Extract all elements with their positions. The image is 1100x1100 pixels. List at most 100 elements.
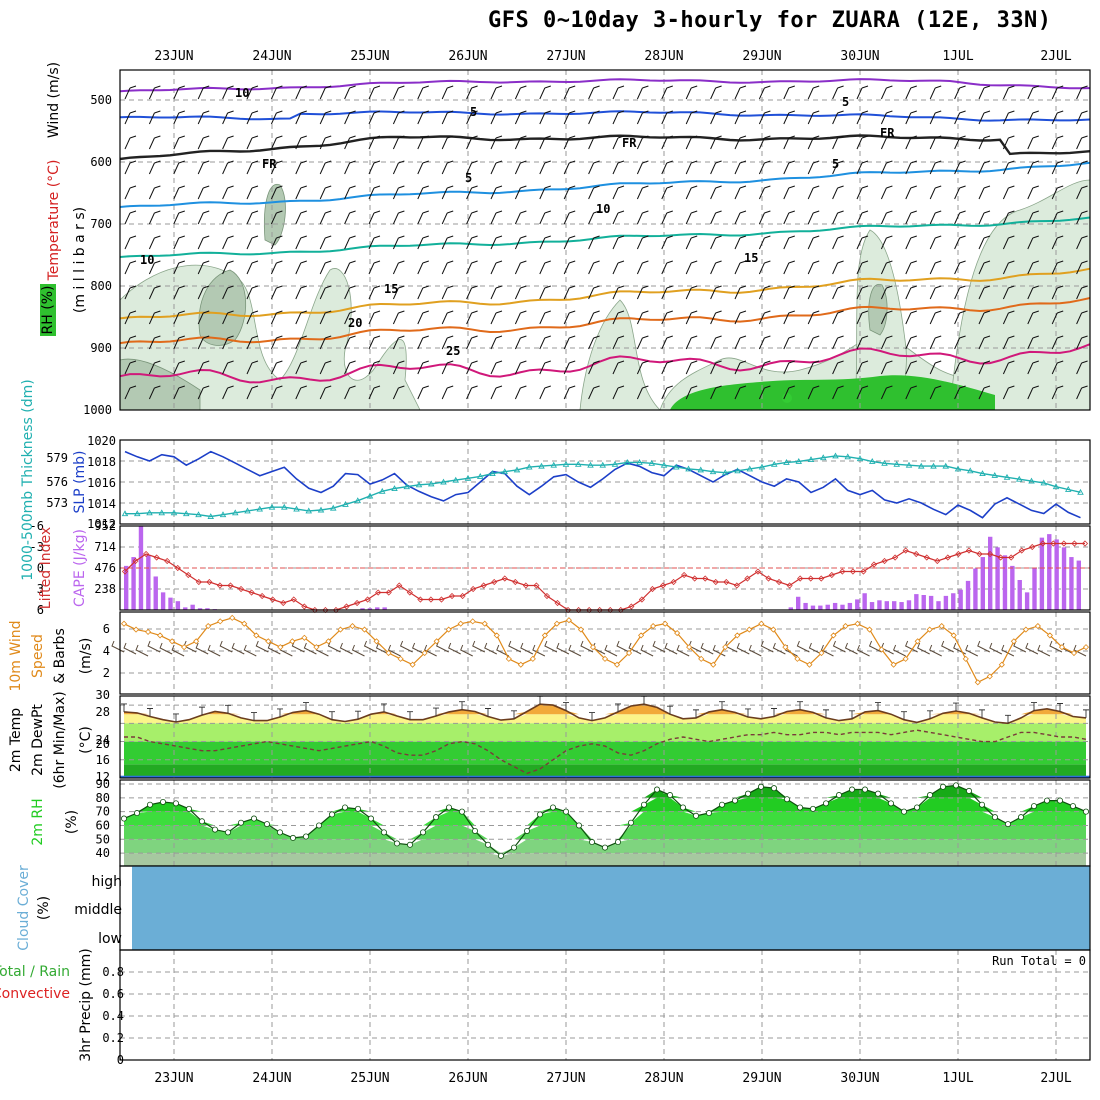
wind-barb [758, 260, 771, 275]
wind-barb-10m [399, 640, 413, 653]
wind-barb [441, 310, 454, 325]
rh-marker [1005, 821, 1012, 828]
date-label-top: 26JUN [448, 49, 487, 64]
rh-marker [771, 785, 778, 792]
cape-bar [146, 555, 151, 610]
minmax-marker [953, 702, 959, 712]
rh-marker [367, 815, 374, 822]
lifted-index-marker [807, 575, 814, 582]
wind-barb [392, 210, 405, 225]
wind-barb-10m [231, 642, 245, 655]
lifted-index-marker [185, 571, 192, 579]
cape-axis-label: CAPE (J/kg) [72, 529, 88, 607]
wind-barb [783, 210, 795, 225]
wind-barb [905, 260, 917, 275]
wind-barb [1027, 285, 1039, 300]
precip-convective-label: Convective [0, 986, 70, 1002]
wind-barb [856, 260, 869, 275]
date-label-top: 24JUN [252, 49, 291, 64]
wind-barb [832, 110, 844, 125]
wind-barb [783, 110, 795, 125]
thickness-marker [280, 503, 288, 510]
cape-bar [810, 605, 816, 610]
thickness-marker [207, 513, 215, 519]
wind-barb [319, 135, 332, 150]
wind-barb-10m [580, 640, 594, 653]
contour-label: 5 [842, 95, 849, 109]
wind-barb [222, 360, 234, 375]
wind-barb [295, 360, 307, 375]
wind-barb [807, 110, 820, 125]
cape-bar [175, 601, 181, 610]
wind-barb-10m [135, 644, 149, 657]
temp-tick: 24 [96, 733, 110, 747]
lifted-index-marker [195, 578, 202, 586]
cape-bar [921, 595, 926, 610]
temp-axis-label: Temperature (°C) [46, 160, 62, 282]
lifted-index-marker [934, 557, 941, 565]
wind-barb [148, 160, 161, 175]
slp-tick: 1016 [87, 476, 116, 490]
wind-barb [807, 360, 820, 375]
wind-barb [832, 85, 844, 100]
wind-barb [490, 185, 503, 200]
wind-barb [417, 360, 429, 375]
thickness-marker [979, 470, 986, 477]
wind-barb [856, 110, 869, 125]
rh-marker [133, 810, 140, 817]
wind-barb [929, 335, 942, 350]
wind-barb [270, 385, 283, 400]
wind-barb-10m [929, 644, 942, 657]
minmax-marker [589, 712, 595, 721]
wind-barb [466, 385, 478, 400]
wind-speed-marker [409, 661, 416, 668]
rh-marker [654, 786, 661, 793]
wind-barb [344, 235, 356, 250]
thickness-marker [697, 466, 705, 473]
rh-marker [1057, 797, 1064, 804]
wind-speed-marker [445, 626, 452, 633]
thickness-marker [427, 480, 435, 487]
wind-tick: 2 [103, 666, 110, 680]
minmax-marker [355, 710, 361, 720]
wind-barb [685, 285, 698, 300]
wind-speed-marker [854, 620, 861, 627]
thickness-marker [1040, 479, 1048, 486]
wind10m-units-label: (m/s) [78, 638, 94, 675]
wind-barb [710, 235, 722, 250]
precip-tick: 0.8 [102, 965, 124, 979]
wind-barb [319, 110, 332, 125]
wind-barb-10m [640, 644, 654, 657]
wind-barb [832, 335, 844, 350]
wind-barb [612, 160, 625, 175]
wind-barb [1051, 285, 1064, 300]
wind-barb [856, 360, 869, 375]
wind-barb [222, 110, 234, 125]
wind-barb [148, 310, 161, 325]
contour-10 [119, 216, 1091, 258]
panel-labels: Wind (m/s) Temperature (°C) RH (%) (m i l l… [0, 62, 94, 1062]
wind-speed-marker [722, 644, 729, 651]
contour-25 [119, 343, 1091, 384]
wind-barb [929, 360, 942, 375]
wind-barb [661, 160, 673, 175]
wind-barb [954, 360, 966, 375]
wind-speed-marker [120, 620, 128, 627]
lifted-index-marker [913, 550, 920, 558]
cape-bar [847, 602, 853, 610]
wind-barb [880, 110, 893, 125]
wind-barb [1002, 310, 1015, 325]
cape-bar [818, 605, 823, 610]
wind-barb [368, 210, 381, 225]
pressure-tick: 500 [90, 93, 112, 107]
wind-speed-marker [553, 620, 560, 627]
wind-barb [148, 110, 161, 125]
wind-barb [417, 110, 429, 125]
rh-marker [602, 844, 609, 851]
lifted-index-marker [280, 599, 287, 607]
rh-marker [380, 829, 387, 836]
wind-barb [344, 310, 356, 325]
rh-marker [940, 783, 947, 790]
wind-barb [880, 135, 893, 150]
wind-speed-marker [818, 649, 825, 657]
